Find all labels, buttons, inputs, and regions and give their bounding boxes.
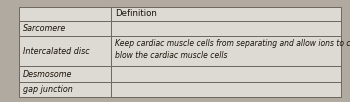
Text: Sarcomere: Sarcomere xyxy=(23,24,66,33)
Bar xyxy=(19,21,111,36)
Bar xyxy=(19,7,341,97)
Text: Definition: Definition xyxy=(115,9,157,18)
Bar xyxy=(19,7,111,21)
Bar xyxy=(19,67,111,82)
Bar xyxy=(111,36,341,67)
Text: gap junction: gap junction xyxy=(23,85,73,94)
Text: blow the cardiac muscle cells: blow the cardiac muscle cells xyxy=(114,51,227,60)
Bar xyxy=(111,21,341,36)
Text: Desmosome: Desmosome xyxy=(23,70,72,79)
Bar xyxy=(19,36,111,67)
Text: Intercalated disc: Intercalated disc xyxy=(23,47,89,56)
Bar xyxy=(19,82,111,97)
Bar xyxy=(111,67,341,82)
Bar xyxy=(111,82,341,97)
Bar xyxy=(111,7,341,21)
Text: Keep cardiac muscle cells from separating and allow ions to cross quickly: Keep cardiac muscle cells from separatin… xyxy=(114,39,350,48)
